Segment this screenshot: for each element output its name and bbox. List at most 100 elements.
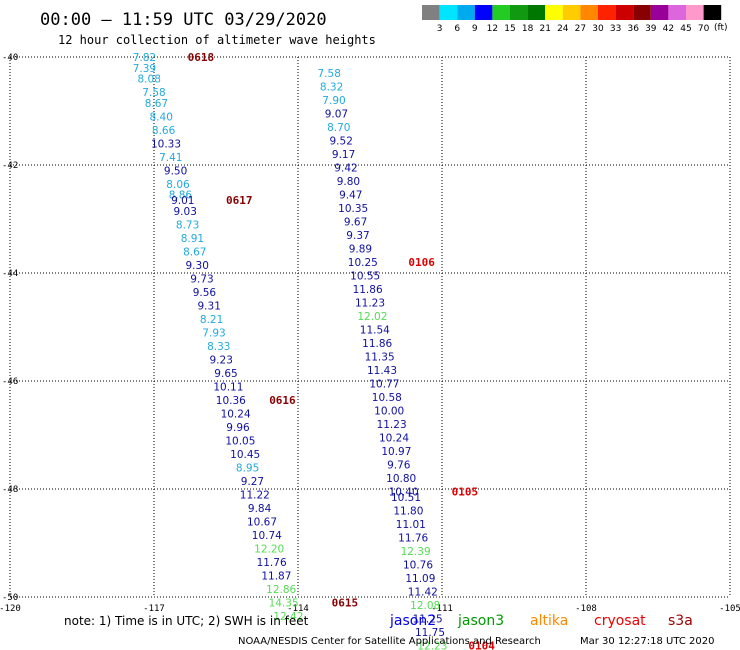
wave-height-38: 12.20 [254,543,284,555]
wave-height-61: 11.23 [355,298,385,310]
wave-height-14: 8.73 [176,219,199,231]
colorbar-label-2: 9 [472,24,478,34]
wave-height-26: 10.11 [213,381,243,393]
pass-label-2: 0106 [408,256,435,269]
colorbar-label-10: 33 [610,24,621,34]
wave-height-50: 9.17 [332,149,355,161]
colorbar-label-5: 18 [522,24,534,34]
wave-height-29: 9.96 [226,422,250,434]
wave-height-75: 10.40 [389,487,419,499]
colorbar-swatch-9 [580,5,598,20]
wave-height-35: 9.84 [248,503,272,515]
legend-jason2: jason2 [389,613,436,629]
x-tick-label-5: -105 [719,604,740,614]
wave-height-28: 10.24 [221,408,251,420]
wave-height-55: 9.67 [344,217,367,229]
colorbar-swatch-15 [686,5,704,20]
wave-height-6: 8.66 [152,125,176,137]
wave-height-3: 7.58 [142,87,165,99]
wave-height-12: 9.01 [171,195,194,207]
wave-height-76: 10.51 [391,492,421,504]
pass-label-5: 0615 [332,596,359,609]
wave-height-19: 9.56 [193,287,217,299]
colorbar-swatch-8 [562,5,581,20]
wave-height-27: 10.36 [216,395,246,407]
wave-height-51: 9.42 [334,163,357,175]
wave-height-52: 9.80 [337,176,360,188]
wave-height-65: 11.35 [365,352,395,364]
pass-label-0: 0618 [188,51,215,64]
colorbar-swatch-11 [615,5,634,20]
wave-height-87: 12.23 [417,641,447,650]
wave-height-18: 9.73 [190,273,213,285]
wave-height-83: 11.42 [408,587,438,599]
colorbar-swatch-13 [650,5,669,20]
wave-height-70: 11.23 [377,419,407,431]
wave-height-37: 10.74 [252,530,282,542]
colorbar-label-3: 12 [487,24,498,34]
pass-label-3: 0616 [269,394,296,407]
wave-height-30: 10.05 [225,435,255,447]
wave-height-22: 7.93 [202,327,225,339]
wave-height-9: 9.50 [164,165,187,177]
colorbar-label-4: 15 [504,24,515,34]
wave-height-23: 8.33 [207,341,230,353]
colorbar-label-7: 24 [557,24,569,34]
wave-height-62: 12.02 [357,311,387,323]
chart-subtitle: 12 hour collection of altimeter wave hei… [58,33,376,47]
wave-height-8: 7.41 [159,152,182,164]
colorbar-label-12: 39 [645,24,657,34]
legend: jason2 jason3 altika cryosat s3a [389,613,693,629]
wave-height-85: 11.25 [413,614,443,626]
wave-height-46: 7.90 [322,95,345,107]
wave-height-82: 11.09 [405,573,435,585]
colorbar-swatch-4 [492,5,510,20]
wave-height-74: 10.80 [386,473,416,485]
wave-height-17: 9.30 [186,260,209,272]
colorbar-unit: (ft) [714,23,728,33]
wave-height-1: 7.39 [133,63,156,75]
wave-height-79: 11.76 [398,533,428,545]
legend-jason3: jason3 [457,613,504,629]
wave-height-68: 10.58 [372,392,402,404]
wave-height-31: 10.45 [230,449,260,461]
x-tick-label-0: -120 [0,604,21,614]
wave-height-63: 11.54 [360,325,390,337]
wave-height-59: 10.55 [350,271,380,283]
wave-height-5: 8.40 [150,111,173,123]
colorbar-swatch-16 [703,5,722,20]
credit-text: NOAA/NESDIS Center for Satellite Applica… [238,636,541,647]
wave-height-60: 11.86 [353,284,383,296]
x-tick-label-1: -117 [143,604,165,614]
wave-height-69: 10.00 [374,406,404,418]
y-tick-label-4: -48 [2,485,18,495]
y-tick-label-0: -40 [2,53,18,63]
y-tick-label-1: -42 [2,161,18,171]
wave-height-57: 9.89 [349,244,372,256]
y-tick-label-3: -46 [2,377,18,387]
wave-height-0: 7.82 [133,52,156,64]
pass-label-6: 0104 [468,640,495,650]
colorbar-swatch-2 [457,5,475,20]
wave-height-78: 11.01 [396,519,426,531]
pass-labels: 0618 0617 0106 0616 0105 0615 0104 [188,51,496,650]
colorbar-swatch-12 [633,5,651,20]
wave-height-24: 9.23 [210,354,233,366]
wave-height-48: 8.70 [327,122,350,134]
wave-height-32: 8.95 [236,462,259,474]
wave-height-80: 12.39 [401,546,431,558]
colorbar-swatch-1 [439,5,458,20]
wave-height-56: 9.37 [346,230,369,242]
wave-height-81: 10.76 [403,560,433,572]
colorbar-label-14: 45 [680,24,691,34]
legend-altika: altika [530,613,568,629]
wave-height-53: 9.47 [339,190,362,202]
colorbar-label-1: 6 [454,24,460,34]
colorbar-swatch-6 [527,5,546,20]
wave-height-44: 7.58 [318,68,341,80]
wave-height-58: 10.25 [348,257,378,269]
chart-title: 00:00 – 11:59 UTC 03/29/2020 [40,10,327,30]
data-points: 7.827.398.087.588.678.408.6610.337.419.5… [133,52,448,650]
legend-s3a: s3a [668,613,693,629]
colorbar-label-9: 30 [592,24,604,34]
